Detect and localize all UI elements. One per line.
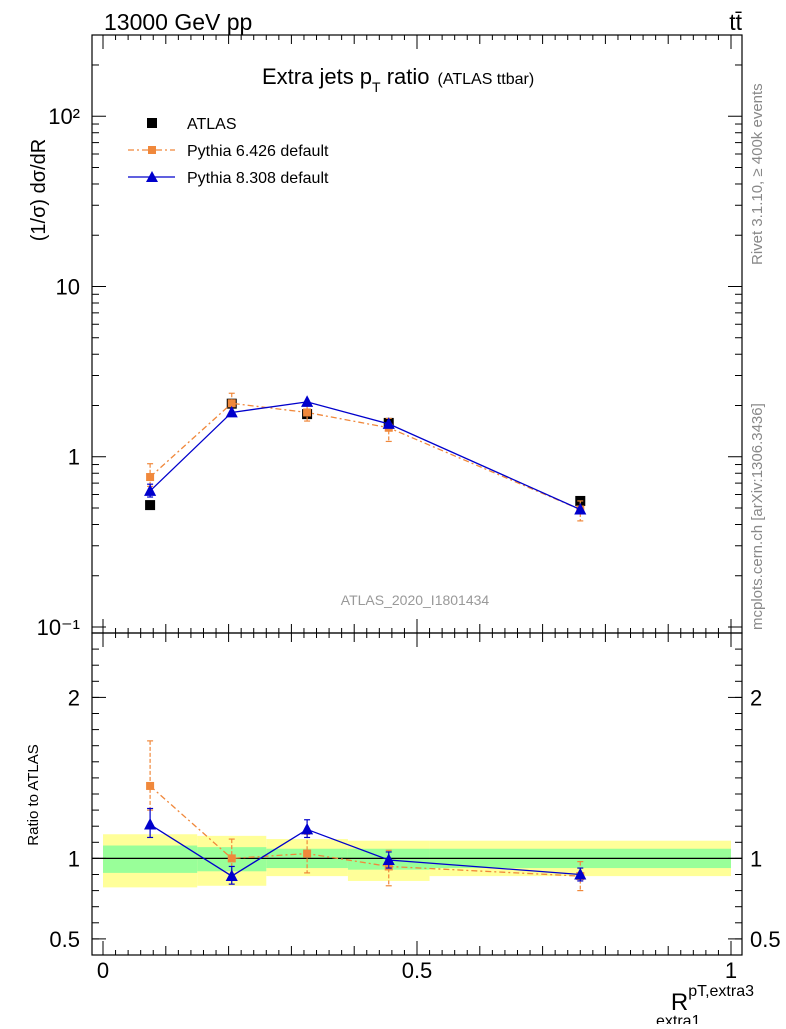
pythia6-line-top <box>149 402 581 511</box>
green-band-0 <box>103 845 198 873</box>
pythia8-point-top-2 <box>301 395 314 407</box>
data-series <box>144 392 587 892</box>
uncertainty-bands <box>92 834 742 888</box>
pythia8-point-top-3 <box>382 417 395 429</box>
header-left-label: 13000 GeV pp <box>104 9 252 35</box>
pythia6-point-top-2 <box>303 408 312 417</box>
pythia8-point-ratio-0 <box>144 817 157 830</box>
top-tick-label-1: 1 <box>68 445 80 470</box>
x-axis-label: RpT,extra3 extra1 <box>656 983 754 1024</box>
legend: ATLAS Pythia 6.426 default Pythia 8.308 … <box>128 116 329 187</box>
x-tick-label-0: 0 <box>97 958 109 983</box>
watermark-label: ATLAS_2020_I1801434 <box>341 592 490 608</box>
ratio-tick-label-right-0: 0.5 <box>750 927 781 952</box>
mcplots-label: mcplots.cern.ch [arXiv:1306.3436] <box>749 403 766 630</box>
top-tick-label-3: 10² <box>48 104 80 129</box>
legend-label-pythia8: Pythia 8.308 default <box>187 170 329 187</box>
ratio-tick-label-left-1: 1 <box>68 846 80 871</box>
top-tick-label-0: 10⁻¹ <box>37 615 80 640</box>
ratio-tick-label-right-2: 2 <box>750 685 762 710</box>
legend-marker-atlas <box>147 118 157 128</box>
top-tick-label-2: 10 <box>56 274 80 299</box>
pythia6-point-ratio-2 <box>303 849 312 858</box>
pythia6-point-ratio-0 <box>146 781 155 790</box>
ratio-tick-label-right-1: 1 <box>750 846 762 871</box>
pythia8-point-ratio-1 <box>225 869 238 882</box>
y-axis-label-top: (1/σ) dσ/dR <box>28 139 50 242</box>
pythia6-point-top-0 <box>146 473 155 482</box>
legend-label-atlas: ATLAS <box>187 116 237 133</box>
ratio-tick-label-left-0: 0.5 <box>49 927 80 952</box>
pythia8-point-ratio-2 <box>301 822 314 835</box>
rivet-label: Rivet 3.1.10, ≥ 400k events <box>749 83 766 265</box>
legend-label-pythia6: Pythia 6.426 default <box>187 143 329 160</box>
pythia6-point-top-1 <box>227 399 236 408</box>
pythia8-point-top-1 <box>225 405 238 418</box>
chart-title: Extra jets pT ratio (ATLAS ttbar) <box>262 64 534 95</box>
pythia8-point-top-4 <box>574 502 587 515</box>
pythia8-point-top-0 <box>144 484 157 496</box>
atlas-point-top-0 <box>145 500 156 511</box>
ratio-panel-frame <box>91 632 743 956</box>
y-axis-label-ratio: Ratio to ATLAS <box>25 744 42 845</box>
legend-marker-pythia6 <box>148 146 156 154</box>
legend-marker-pythia8 <box>146 171 158 182</box>
pythia8-point-ratio-4 <box>574 867 587 880</box>
header-right-label: tt̄ <box>729 9 742 35</box>
x-tick-label-1: 0.5 <box>402 958 433 983</box>
x-tick-label-2: 1 <box>725 958 737 983</box>
axis-ticks: 10⁻¹ 1 10 10² 0.5 0.5 1 1 2 2 0 0.5 1 <box>37 34 781 983</box>
ratio-tick-label-left-2: 2 <box>68 685 80 710</box>
pythia8-point-ratio-3 <box>382 853 395 865</box>
pythia6-point-ratio-1 <box>227 854 236 863</box>
